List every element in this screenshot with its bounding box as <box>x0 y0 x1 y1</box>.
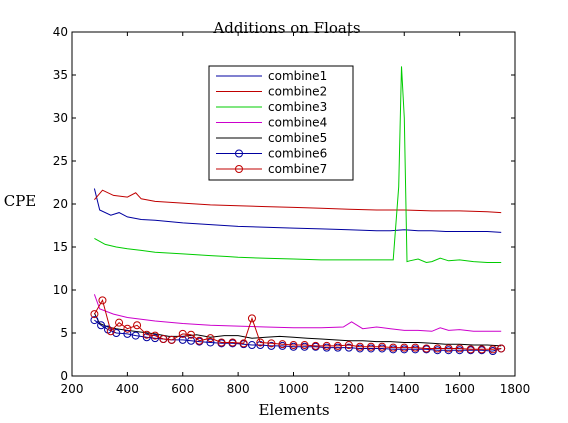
data-point-combine7 <box>217 338 226 347</box>
legend-marker-combine6 <box>235 149 243 158</box>
data-point-combine7 <box>278 340 287 349</box>
data-point-combine6 <box>187 336 196 345</box>
data-point-combine7 <box>367 342 376 351</box>
legend-label-combine3: combine3 <box>268 100 327 114</box>
data-point-combine7 <box>289 341 298 350</box>
data-point-combine7 <box>167 335 176 344</box>
data-point-combine7 <box>187 330 196 339</box>
x-tick-label: 1800 <box>500 382 531 396</box>
data-point-combine7 <box>422 344 431 353</box>
data-point-combine7 <box>333 341 342 350</box>
data-point-combine6 <box>206 338 215 347</box>
x-axis-label: Elements <box>258 401 329 419</box>
x-tick-label: 400 <box>116 382 139 396</box>
data-point-combine7 <box>311 341 320 350</box>
legend-label-combine4: combine4 <box>268 116 327 130</box>
legend-label-combine5: combine5 <box>268 131 327 145</box>
data-point-combine6 <box>178 335 187 344</box>
data-point-combine6 <box>131 331 140 340</box>
legend-label-combine1: combine1 <box>268 69 327 83</box>
y-tick-label: 15 <box>53 240 68 254</box>
data-point-combine7 <box>444 344 453 353</box>
legend-label-combine2: combine2 <box>268 85 327 99</box>
y-tick-label: 5 <box>60 326 68 340</box>
data-point-combine7 <box>322 341 331 350</box>
data-point-combine7 <box>455 344 464 353</box>
data-point-combine7 <box>151 331 160 340</box>
legend-label-combine6: combine6 <box>268 147 327 161</box>
data-point-combine7 <box>411 343 420 352</box>
data-point-combine7 <box>247 314 256 323</box>
data-point-combine7 <box>477 345 486 354</box>
data-point-combine7 <box>115 318 124 327</box>
series-line-combine5 <box>93 312 502 347</box>
data-point-combine7 <box>123 324 132 333</box>
data-point-combine7 <box>90 310 99 319</box>
data-point-combine7 <box>378 342 387 351</box>
legend-marker-combine7 <box>235 165 243 173</box>
data-point-combine7 <box>178 329 187 338</box>
data-point-combine6 <box>97 321 106 330</box>
y-tick-label: 40 <box>53 25 68 39</box>
data-point-combine7 <box>98 296 107 305</box>
data-point-combine6 <box>267 341 276 350</box>
data-point-combine6 <box>112 329 121 337</box>
data-point-combine7 <box>497 344 506 353</box>
data-point-combine6 <box>90 316 99 325</box>
data-point-combine6 <box>142 333 151 342</box>
data-point-combine7 <box>400 343 409 352</box>
x-tick-label: 600 <box>171 382 194 396</box>
x-tick-label: 1600 <box>444 382 475 396</box>
data-point-combine7 <box>466 345 475 354</box>
x-tick-label: 200 <box>61 382 84 396</box>
data-point-combine7 <box>256 338 265 347</box>
data-point-combine7 <box>300 341 309 350</box>
series-group <box>90 66 506 356</box>
x-tick-label: 800 <box>227 382 250 396</box>
data-point-combine7 <box>159 335 168 344</box>
x-tick-label: 1000 <box>278 382 309 396</box>
x-tick-label: 1200 <box>334 382 365 396</box>
data-point-combine7 <box>206 334 215 343</box>
x-tick-label: 1400 <box>389 382 420 396</box>
data-point-combine7 <box>433 344 442 353</box>
y-tick-label: 35 <box>53 68 68 82</box>
y-tick-label: 25 <box>53 154 68 168</box>
y-tick-label: 0 <box>60 369 68 383</box>
data-point-combine7 <box>355 342 364 351</box>
y-tick-label: 10 <box>53 283 68 297</box>
axis-ticks: 200 400 600 800 1000 1200 1400 1600 1800 0 5 10 15 20… <box>53 25 531 396</box>
series-line-combine3 <box>94 66 502 264</box>
data-point-combine7 <box>106 327 115 336</box>
data-point-combine7 <box>488 345 497 354</box>
series-line-combine2 <box>94 189 502 214</box>
data-point-combine7 <box>142 330 151 339</box>
data-point-combine7 <box>133 321 142 330</box>
data-point-combine6 <box>151 334 160 343</box>
data-point-combine7 <box>344 341 353 350</box>
y-tick-label: 30 <box>53 111 68 125</box>
series-line-combine1 <box>93 188 502 233</box>
data-point-combine7 <box>228 338 237 347</box>
series-line-combine4 <box>93 294 502 332</box>
y-axis-label: CPE <box>4 192 37 210</box>
data-point-combine7 <box>267 339 276 348</box>
data-point-combine6 <box>344 343 353 352</box>
data-point-combine6 <box>123 329 132 338</box>
chart-title: Additions on Floats <box>212 19 360 37</box>
data-point-combine7 <box>195 336 204 345</box>
y-tick-label: 20 <box>53 197 68 211</box>
legend-label-combine7: combine7 <box>268 162 327 176</box>
data-point-combine7 <box>239 339 248 348</box>
data-point-combine7 <box>389 343 398 352</box>
data-point-combine6 <box>247 341 256 350</box>
